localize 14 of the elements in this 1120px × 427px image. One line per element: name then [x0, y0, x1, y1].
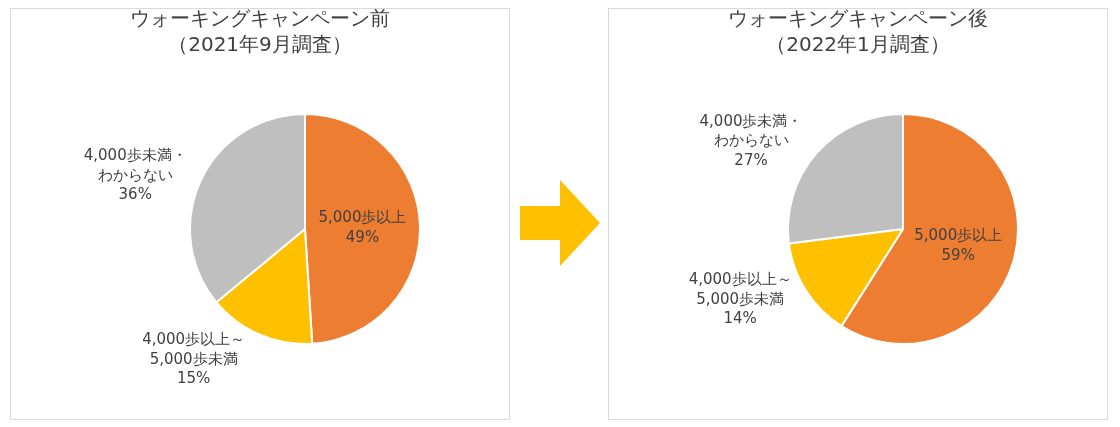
- chart-title: ウォーキングキャンペーン後（2022年1月調査）: [728, 6, 988, 57]
- data-label: 15%: [176, 369, 211, 388]
- slice-label: 4,000歩未満・わからない: [83, 146, 187, 184]
- data-label: 27%: [734, 150, 768, 169]
- data-label: 49%: [345, 227, 380, 246]
- slice-label: 5,000歩以上: [914, 226, 1003, 245]
- slice-label: 4,000歩以上～5,000歩未満: [142, 330, 246, 368]
- data-label: 14%: [723, 309, 757, 328]
- slice-label: 5,000歩以上: [318, 208, 407, 227]
- chart-title: ウォーキングキャンペーン前（2021年9月調査）: [130, 6, 390, 57]
- slice-label: 4,000歩未満・わからない: [699, 111, 803, 150]
- slice-label: 4,000歩以上～5,000歩未満: [688, 270, 792, 308]
- data-label: 59%: [941, 245, 975, 264]
- data-label: 36%: [118, 185, 152, 204]
